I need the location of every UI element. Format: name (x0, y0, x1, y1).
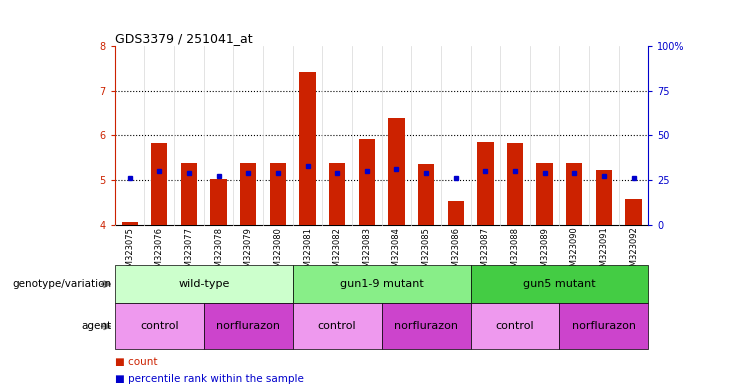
Text: GSM323091: GSM323091 (599, 227, 608, 277)
Text: wild-type: wild-type (178, 279, 230, 289)
Bar (270, 164, 286, 225)
Bar (299, 72, 316, 225)
Bar (115, 303, 204, 349)
Text: GSM323080: GSM323080 (273, 227, 282, 278)
Text: ■ percentile rank within the sample: ■ percentile rank within the sample (115, 374, 304, 384)
Text: norflurazon: norflurazon (216, 321, 280, 331)
Bar (471, 303, 559, 349)
Bar (507, 143, 523, 225)
Text: GSM323083: GSM323083 (362, 227, 371, 278)
Text: GSM323078: GSM323078 (214, 227, 223, 278)
Text: control: control (140, 321, 179, 331)
Bar (240, 164, 256, 225)
Bar (293, 265, 471, 303)
Text: GSM323076: GSM323076 (155, 227, 164, 278)
Bar (448, 202, 464, 225)
Bar (559, 303, 648, 349)
Text: GSM323089: GSM323089 (540, 227, 549, 278)
Text: GSM323086: GSM323086 (451, 227, 460, 278)
Text: GDS3379 / 251041_at: GDS3379 / 251041_at (115, 32, 253, 45)
Bar (536, 164, 553, 225)
Text: gun1-9 mutant: gun1-9 mutant (339, 279, 424, 289)
Bar (122, 222, 138, 225)
Text: GSM323082: GSM323082 (333, 227, 342, 278)
Text: control: control (318, 321, 356, 331)
Bar (329, 164, 345, 225)
Text: agent: agent (81, 321, 111, 331)
Text: GSM323087: GSM323087 (481, 227, 490, 278)
Bar (359, 139, 375, 225)
Bar (210, 179, 227, 225)
Text: GSM323092: GSM323092 (629, 227, 638, 277)
Text: GSM323079: GSM323079 (244, 227, 253, 278)
Bar (471, 265, 648, 303)
Bar (382, 303, 471, 349)
Text: ■ count: ■ count (115, 357, 157, 367)
Bar (388, 118, 405, 225)
Bar (566, 164, 582, 225)
Bar (204, 303, 293, 349)
Text: genotype/variation: genotype/variation (12, 279, 111, 289)
Bar (151, 143, 167, 225)
Text: GSM323085: GSM323085 (422, 227, 431, 278)
Bar (625, 199, 642, 225)
Bar (477, 142, 494, 225)
Text: GSM323081: GSM323081 (303, 227, 312, 278)
Text: GSM323090: GSM323090 (570, 227, 579, 277)
Text: gun5 mutant: gun5 mutant (523, 279, 596, 289)
Text: GSM323084: GSM323084 (392, 227, 401, 278)
Text: control: control (496, 321, 534, 331)
Text: GSM323075: GSM323075 (125, 227, 134, 278)
Bar (418, 164, 434, 225)
Text: norflurazon: norflurazon (394, 321, 458, 331)
Text: GSM323088: GSM323088 (511, 227, 519, 278)
Bar (181, 164, 197, 225)
Bar (293, 303, 382, 349)
Text: GSM323077: GSM323077 (185, 227, 193, 278)
Bar (115, 265, 293, 303)
Bar (596, 170, 612, 225)
Text: norflurazon: norflurazon (572, 321, 636, 331)
